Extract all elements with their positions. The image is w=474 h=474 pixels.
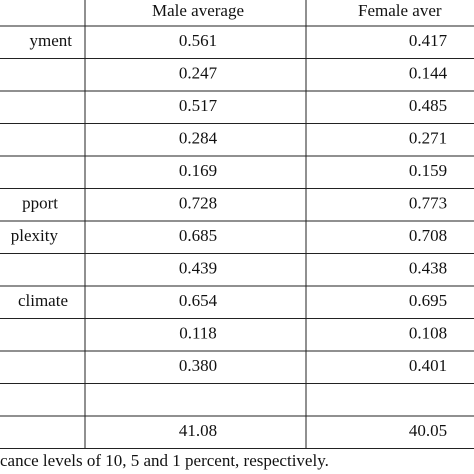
cell: 0.685 — [179, 226, 217, 245]
cell: 0.284 — [179, 129, 218, 148]
row-label: climate — [18, 291, 68, 310]
cell: 0.401 — [409, 356, 447, 375]
cell: 0.438 — [409, 259, 447, 278]
cell: 0.169 — [179, 161, 217, 180]
cell: 41.08 — [179, 421, 217, 440]
cell: 0.380 — [179, 356, 217, 375]
row-label: yment — [30, 31, 73, 50]
cell: 0.654 — [179, 291, 218, 310]
cell: 0.695 — [409, 291, 447, 310]
row-label: pport — [22, 194, 58, 213]
cell: 0.271 — [409, 129, 447, 148]
cell: 0.773 — [409, 194, 447, 213]
cell: 0.728 — [179, 194, 217, 213]
cell: 0.485 — [409, 96, 447, 115]
column-header: Male average — [152, 1, 244, 20]
cell: 0.708 — [409, 226, 447, 245]
cell: 0.247 — [179, 64, 218, 83]
footnote: cance levels of 10, 5 and 1 percent, res… — [0, 451, 329, 470]
row-label: plexity — [11, 226, 59, 245]
cell: 40.05 — [409, 421, 447, 440]
cell: 0.159 — [409, 161, 447, 180]
cell: 0.417 — [409, 31, 448, 50]
cell: 0.439 — [179, 259, 217, 278]
column-header: Female aver — [358, 1, 442, 20]
cell: 0.517 — [179, 96, 218, 115]
cell: 0.108 — [409, 324, 447, 343]
cell: 0.561 — [179, 31, 217, 50]
cell: 0.118 — [179, 324, 217, 343]
cell: 0.144 — [409, 64, 448, 83]
